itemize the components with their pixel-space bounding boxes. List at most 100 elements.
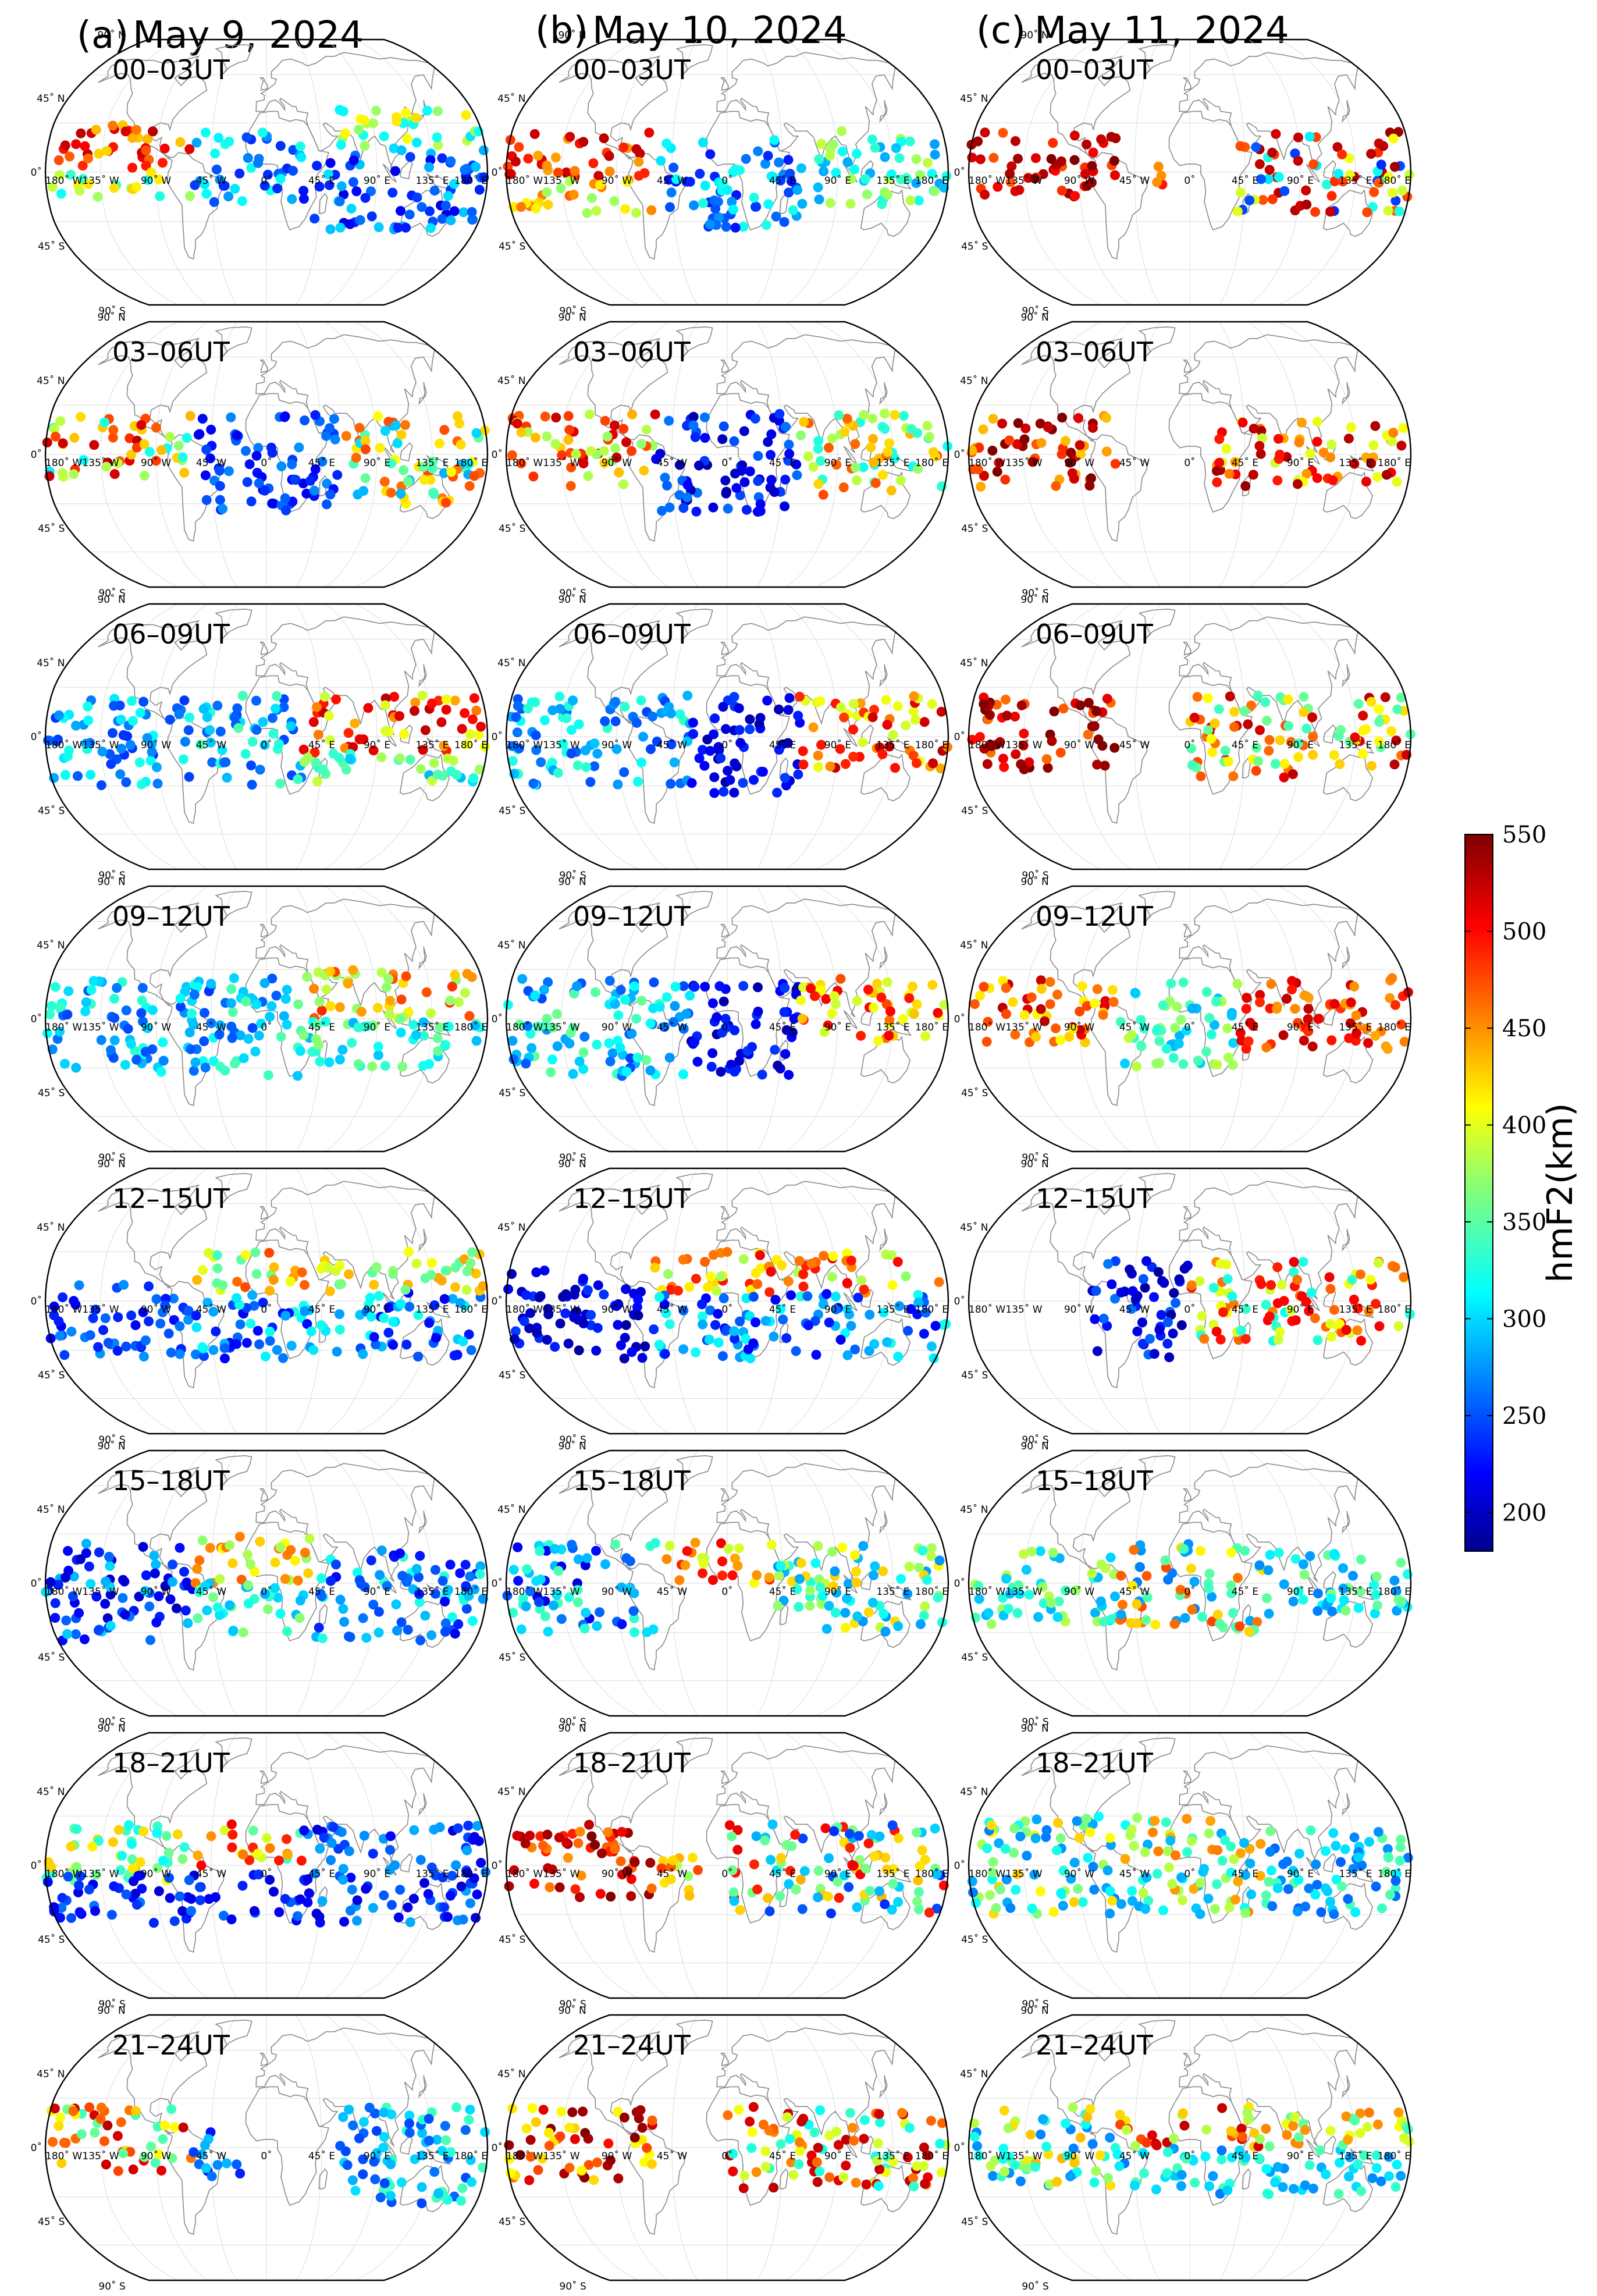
coastline (843, 728, 858, 747)
graticule-lon (296, 321, 322, 588)
hmf2-point (644, 127, 655, 138)
hmf2-point (827, 1008, 837, 1019)
hmf2-point (606, 1892, 616, 1902)
lon-tick-label: 90˚ W (1064, 1021, 1095, 1033)
hmf2-point (1212, 477, 1222, 488)
hmf2-point (531, 203, 541, 214)
hmf2-point (691, 1274, 701, 1284)
hmf2-point (1235, 141, 1246, 151)
hmf2-point (1235, 1028, 1246, 1038)
lon-tick-label: 90˚ E (1287, 1303, 1314, 1316)
hmf2-point (1141, 1615, 1151, 1625)
hmf2-point (798, 759, 809, 770)
hmf2-point (664, 502, 675, 513)
hmf2-point (99, 417, 110, 428)
hmf2-point (821, 994, 831, 1004)
hmf2-point (174, 709, 184, 719)
hmf2-point (619, 767, 629, 777)
hmf2-point (1374, 177, 1384, 188)
graticule-lon (1248, 321, 1301, 588)
graticule-lon (100, 321, 179, 588)
map-outline (505, 38, 949, 306)
hmf2-point (1036, 975, 1046, 986)
hmf2-point (241, 446, 251, 456)
hmf2-point (1240, 1545, 1250, 1556)
hmf2-point (1255, 449, 1266, 459)
hmf2-point (567, 1829, 578, 1839)
hmf2-point (249, 1300, 259, 1311)
hmf2-point (870, 1561, 880, 1572)
hmf2-point (611, 744, 622, 754)
map-outline (44, 603, 489, 870)
time-bin-label: 12–15UT (573, 1183, 691, 1214)
hmf2-point (1087, 161, 1097, 171)
coastline (1342, 946, 1350, 970)
hmf2-point (354, 422, 365, 433)
coastline (716, 1181, 896, 1300)
hmf2-point (999, 762, 1009, 772)
coastline (259, 1488, 268, 1502)
hmf2-point (525, 1308, 535, 1318)
hmf2-point (665, 202, 675, 212)
hmf2-point (425, 223, 436, 233)
hmf2-point (503, 1284, 513, 1295)
hmf2-point (927, 980, 938, 990)
hmf2-point (47, 1001, 57, 1011)
hmf2-point (705, 1305, 716, 1316)
hmf2-point (877, 470, 888, 480)
hmf2-point (1005, 177, 1016, 187)
map-panel (504, 2014, 951, 2281)
hmf2-point (388, 1339, 399, 1350)
coastline (716, 334, 896, 453)
hmf2-point (302, 972, 312, 982)
hmf2-point (1083, 730, 1093, 740)
graticule-lon (561, 1732, 639, 1999)
hmf2-point (367, 1061, 378, 1072)
hmf2-point (1329, 750, 1339, 760)
hmf2-point (842, 1278, 852, 1288)
hmf2-point (458, 1914, 468, 1925)
map-outline (968, 321, 1412, 588)
hmf2-point (185, 411, 195, 421)
hmf2-point (465, 1258, 476, 1268)
hmf2-point (678, 1254, 688, 1265)
hmf2-point (1139, 1023, 1150, 1033)
hmf2-point (211, 1892, 220, 1902)
hmf2-point (603, 1827, 613, 1837)
hmf2-point (93, 191, 103, 202)
lon-tick-label: 90˚ W (602, 457, 632, 469)
hmf2-point (1026, 1547, 1037, 1557)
hmf2-point (248, 1825, 258, 1836)
hmf2-point (1088, 422, 1098, 433)
hmf2-point (1035, 1546, 1045, 1556)
hmf2-point (368, 1903, 378, 1913)
lat-tick-label: 90˚ S (1022, 1716, 1048, 1728)
hmf2-point (1087, 177, 1097, 188)
hmf2-point (417, 2128, 428, 2138)
hmf2-point (62, 1010, 73, 1019)
hmf2-point (158, 1055, 169, 1066)
lat-tick-label: 45˚ N (497, 939, 525, 951)
hmf2-point (803, 1320, 814, 1331)
lon-tick-label: 180˚ E (454, 457, 488, 469)
hmf2-point (302, 1319, 312, 1329)
hmf2-point (850, 439, 860, 449)
hmf2-point (197, 1342, 208, 1352)
hmf2-point (710, 713, 720, 724)
hmf2-point (835, 1335, 846, 1345)
hmf2-point (113, 1312, 123, 1323)
hmf2-point (467, 1247, 478, 1257)
hmf2-point (552, 1589, 562, 1600)
hmf2-point (1242, 993, 1252, 1003)
hmf2-point (72, 1862, 82, 1872)
hmf2-point (395, 1548, 405, 1559)
hmf2-point (1371, 1590, 1381, 1600)
hmf2-point (1326, 1593, 1336, 1604)
hmf2-point (259, 485, 270, 496)
hmf2-point (913, 1875, 923, 1886)
hmf2-point (674, 460, 685, 470)
hmf2-point (76, 128, 86, 138)
lat-tick-label: 90˚ N (1020, 311, 1048, 324)
hmf2-point (920, 1601, 930, 1612)
hmf2-point (1264, 1312, 1275, 1322)
